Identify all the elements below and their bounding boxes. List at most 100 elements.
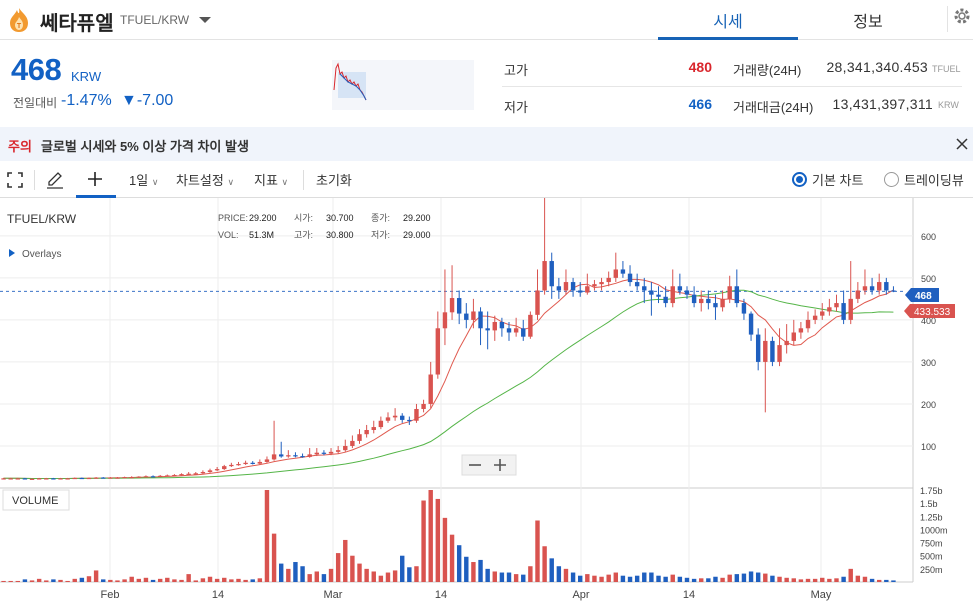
volume-bar: [827, 578, 832, 582]
volume-bar: [442, 517, 448, 582]
candle-body: [876, 282, 882, 291]
candle-body: [392, 415, 398, 418]
coin-select-chevron-down-icon[interactable]: [197, 12, 213, 28]
volume-bar: [364, 568, 369, 582]
candle-body: [343, 445, 348, 451]
interval-dropdown[interactable]: 1일 ∨: [129, 173, 159, 188]
ma-short-line: [3, 278, 894, 479]
volume-24h-value: 28,341,340.453: [826, 59, 928, 75]
volume-bar: [855, 575, 861, 582]
candle-body: [236, 464, 241, 466]
candle-body: [542, 261, 547, 291]
volume-bar: [478, 559, 483, 582]
candle-body: [634, 282, 640, 287]
candle-body: [421, 403, 426, 409]
caret-right-icon[interactable]: [9, 249, 15, 257]
tab-price[interactable]: 시세: [658, 8, 798, 40]
volume-bar: [812, 578, 818, 582]
candle-body: [777, 345, 782, 362]
candle-body: [101, 477, 106, 479]
candle-body: [222, 466, 227, 470]
theta-fuel-logo-icon: T: [10, 8, 28, 32]
volume-unit: TFUEL: [932, 64, 961, 74]
reset-button[interactable]: 초기화: [316, 173, 352, 188]
candle-body: [300, 456, 305, 458]
candle-body: [464, 313, 469, 320]
chart-settings-dropdown[interactable]: 차트설정 ∨: [176, 173, 235, 188]
x-tick-label: 14: [212, 589, 224, 601]
tab-info[interactable]: 정보: [853, 14, 883, 31]
volume-bar: [884, 579, 889, 582]
candle-body: [172, 474, 177, 477]
volume-bar: [207, 576, 213, 582]
volume-bar: [656, 575, 661, 582]
candle-body: [798, 328, 804, 333]
volume-bar: [321, 574, 327, 582]
candle-body: [328, 451, 334, 454]
change-percent: -1.47%: [61, 92, 112, 109]
x-tick-label: 14: [435, 589, 447, 601]
price-sparkline: [332, 60, 474, 110]
close-icon[interactable]: [954, 136, 970, 152]
zoom-in-plus-icon[interactable]: [494, 459, 506, 471]
volume-bar: [549, 558, 554, 582]
price-chart[interactable]: 100 200 300 400 500 600 250m 500m 750m 1000m 1.25b…: [0, 198, 973, 609]
candle-body: [51, 478, 56, 480]
candle-body: [271, 454, 277, 460]
candle-body: [570, 282, 576, 291]
volume-bar: [115, 580, 120, 582]
svg-text:433.533: 433.533: [914, 307, 951, 318]
candle-body: [585, 286, 590, 293]
volume-bar: [449, 534, 455, 582]
tradingview-radio[interactable]: [884, 172, 899, 187]
volume-bar: [86, 576, 92, 582]
crosshair-tool-button[interactable]: [76, 161, 116, 198]
high-label: 고가: [504, 63, 528, 78]
candle-body: [407, 419, 412, 422]
candle-body: [791, 332, 796, 341]
volume-bar: [15, 580, 21, 582]
candle-body: [770, 340, 775, 362]
volume-bar: [862, 576, 868, 582]
settings-gear-icon[interactable]: [947, 6, 973, 32]
change-label: 전일대비: [13, 96, 58, 110]
pencil-draw-icon[interactable]: [46, 171, 64, 189]
basic-chart-radio[interactable]: [792, 172, 807, 187]
candle-body: [143, 476, 149, 478]
warning-text: 글로벌 시세와 5% 이상 가격 차이 발생: [41, 139, 249, 154]
volume-bar: [713, 576, 718, 582]
amount-24h-value: 13,431,397,311: [832, 96, 933, 112]
candle-body: [592, 284, 597, 287]
current-price: 468: [11, 52, 62, 87]
fullscreen-icon[interactable]: [7, 172, 23, 188]
candle-body: [378, 420, 384, 428]
volume-bar: [499, 572, 505, 582]
volume-bar: [570, 572, 576, 582]
volume-24h-label: 거래량(24H): [733, 63, 802, 78]
candle-body: [229, 464, 234, 467]
candle-body: [855, 290, 861, 299]
volume-bar: [250, 579, 255, 582]
volume-bar: [136, 578, 142, 582]
candle-body: [706, 298, 711, 304]
candle-body: [72, 477, 77, 480]
candle-body: [891, 290, 896, 292]
overlays-toggle[interactable]: Overlays: [22, 249, 61, 260]
candle-body: [841, 303, 846, 320]
candle-body: [471, 311, 476, 320]
candle-body: [200, 472, 206, 474]
amount-24h-label: 거래대금(24H): [733, 100, 814, 115]
volume-bar: [805, 578, 811, 582]
volume-bar: [257, 578, 263, 582]
candle-body: [713, 303, 718, 308]
volume-tick-label: 750m: [920, 539, 943, 549]
svg-text:VOLUME: VOLUME: [12, 495, 58, 507]
candle-body: [535, 290, 540, 315]
candle-body: [642, 286, 647, 291]
indicators-dropdown[interactable]: 지표 ∨: [254, 173, 289, 188]
candle-body: [157, 475, 163, 478]
candle-body: [79, 477, 85, 480]
volume-bar: [328, 568, 334, 582]
legend-low: 29.000: [403, 230, 431, 240]
volume-bar: [535, 520, 540, 582]
